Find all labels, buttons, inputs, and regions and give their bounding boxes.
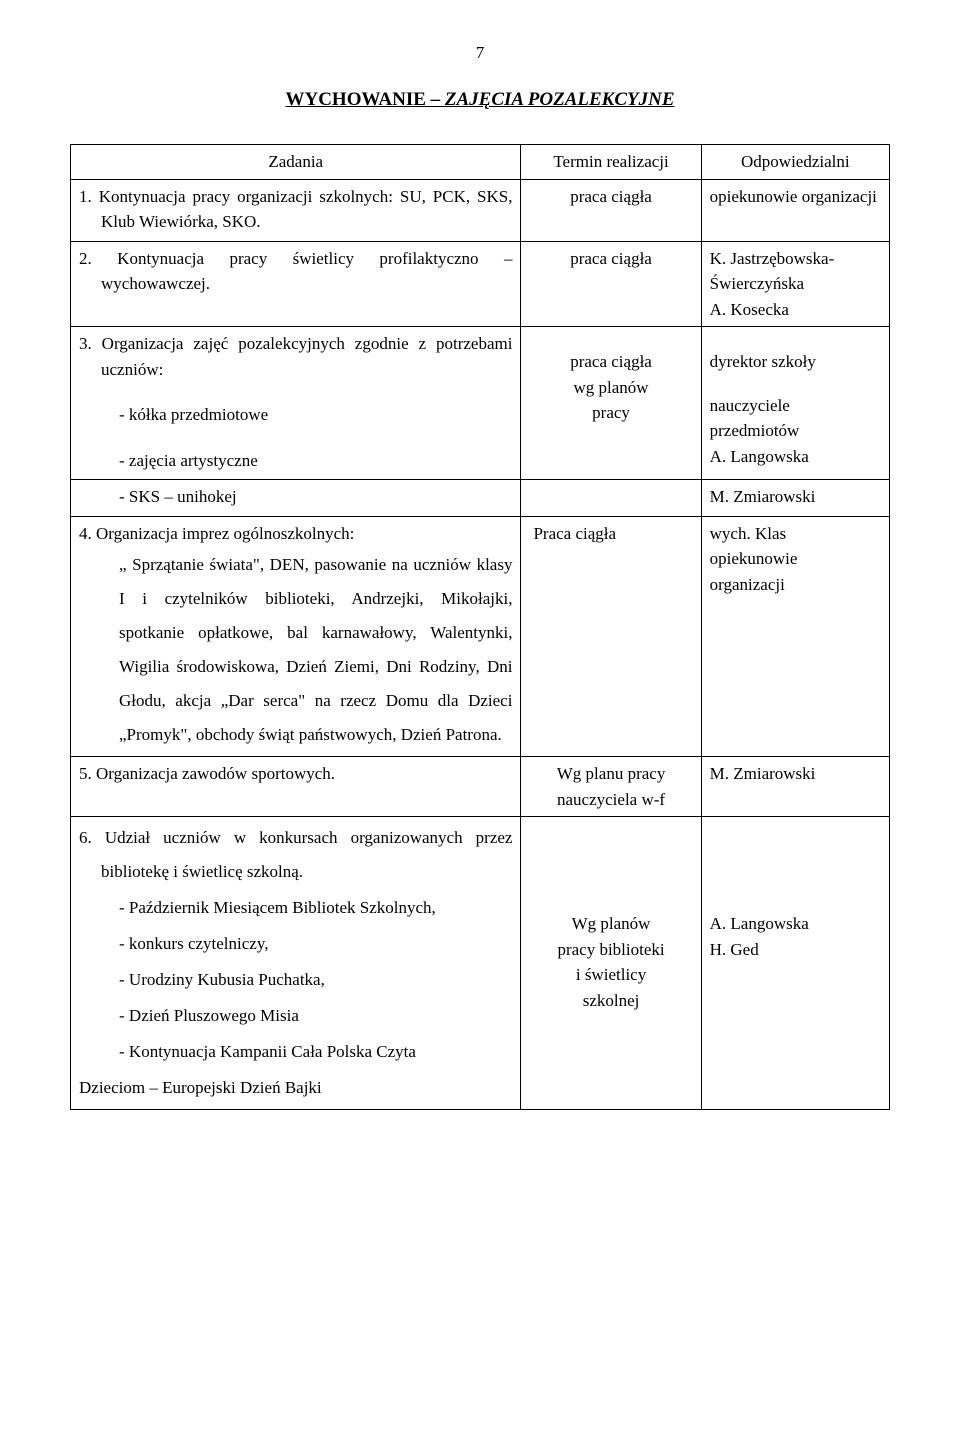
task-cell: - SKS – unihokej bbox=[71, 480, 521, 517]
header-odpowiedzialni: Odpowiedzialni bbox=[701, 145, 889, 180]
term-cell: Praca ciągła bbox=[521, 516, 701, 757]
term-line: pracy bbox=[529, 400, 692, 426]
term-cell: praca ciągła bbox=[521, 179, 701, 241]
page-title: WYCHOWANIE – ZAJĘCIA POZALEKCYJNE bbox=[70, 86, 890, 115]
item-number: 1. bbox=[79, 187, 92, 206]
task-text: Kontynuacja pracy świetlicy profilaktycz… bbox=[101, 249, 512, 294]
resp-cell: opiekunowie organizacji bbox=[701, 179, 889, 241]
resp-line: organizacji bbox=[710, 572, 881, 598]
sub-item: - kółka przedmiotowe bbox=[79, 402, 512, 428]
term-line: praca ciągła bbox=[529, 349, 692, 375]
term-line: szkolnej bbox=[529, 988, 692, 1014]
resp-line: nauczyciele przedmiotów bbox=[710, 393, 881, 444]
task-cell: 5. Organizacja zawodów sportowych. bbox=[71, 757, 521, 817]
term-cell: Wg planu pracy nauczyciela w-f bbox=[521, 757, 701, 817]
resp-line: A. Langowska bbox=[710, 444, 881, 470]
sub-item: - Październik Miesiącem Bibliotek Szkoln… bbox=[79, 891, 512, 925]
term-cell: Wg planów pracy biblioteki i świetlicy s… bbox=[521, 817, 701, 1110]
sub-item: - SKS – unihokej bbox=[79, 484, 512, 510]
term-cell bbox=[521, 480, 701, 517]
resp-line: wych. Klas bbox=[710, 521, 881, 547]
resp-cell: dyrektor szkoły nauczyciele przedmiotów … bbox=[701, 327, 889, 480]
table-row: - SKS – unihokej M. Zmiarowski bbox=[71, 480, 890, 517]
title-prefix: WYCHOWANIE – bbox=[285, 89, 444, 110]
task-cell: 6. Udział uczniów w konkursach organizow… bbox=[71, 817, 521, 1110]
term-cell: praca ciągła wg planów pracy bbox=[521, 327, 701, 480]
item-number: 2. bbox=[79, 249, 92, 268]
table-row: 5. Organizacja zawodów sportowych. Wg pl… bbox=[71, 757, 890, 817]
table-row: 6. Udział uczniów w konkursach organizow… bbox=[71, 817, 890, 1110]
resp-cell: K. Jastrzębowska-Świerczyńska A. Kosecka bbox=[701, 241, 889, 327]
resp-cell: wych. Klas opiekunowie organizacji bbox=[701, 516, 889, 757]
last-line: Dzieciom – Europejski Dzień Bajki bbox=[79, 1071, 512, 1105]
task-text: Organizacja zawodów sportowych. bbox=[96, 764, 335, 783]
resp-cell: M. Zmiarowski bbox=[701, 480, 889, 517]
task-cell: 1. Kontynuacja pracy organizacji szkolny… bbox=[71, 179, 521, 241]
term-line: Wg planów bbox=[529, 911, 692, 937]
table-row: 1. Kontynuacja pracy organizacji szkolny… bbox=[71, 179, 890, 241]
term-cell: praca ciągła bbox=[521, 241, 701, 327]
sub-item: - Urodziny Kubusia Puchatka, bbox=[79, 963, 512, 997]
main-table: Zadania Termin realizacji Odpowiedzialni… bbox=[70, 144, 890, 1110]
task-cell: 4. Organizacja imprez ogólnoszkolnych: „… bbox=[71, 516, 521, 757]
task-text: Organizacja zajęć pozalekcyjnych zgodnie… bbox=[101, 334, 512, 379]
resp-line: H. Ged bbox=[710, 937, 881, 963]
sub-item: - Kontynuacja Kampanii Cała Polska Czyta bbox=[79, 1035, 512, 1069]
sub-item: - konkurs czytelniczy, bbox=[79, 927, 512, 961]
resp-line: opiekunowie bbox=[710, 546, 881, 572]
item-number: 5. bbox=[79, 764, 92, 783]
table-header-row: Zadania Termin realizacji Odpowiedzialni bbox=[71, 145, 890, 180]
table-row: 3. Organizacja zajęć pozalekcyjnych zgod… bbox=[71, 327, 890, 480]
task-cell: 2. Kontynuacja pracy świetlicy profilakt… bbox=[71, 241, 521, 327]
resp-cell: A. Langowska H. Ged bbox=[701, 817, 889, 1110]
table-row: 4. Organizacja imprez ogólnoszkolnych: „… bbox=[71, 516, 890, 757]
title-italic: ZAJĘCIA POZALEKCYJNE bbox=[445, 89, 675, 110]
term-line: wg planów bbox=[529, 375, 692, 401]
item-number: 4. bbox=[79, 524, 92, 543]
page-number: 7 bbox=[70, 40, 890, 66]
task-body: „ Sprzątanie świata", DEN, pasowanie na … bbox=[79, 548, 512, 752]
task-cell: 3. Organizacja zajęć pozalekcyjnych zgod… bbox=[71, 327, 521, 480]
table-row: 2. Kontynuacja pracy świetlicy profilakt… bbox=[71, 241, 890, 327]
header-zadania: Zadania bbox=[71, 145, 521, 180]
header-termin: Termin realizacji bbox=[521, 145, 701, 180]
resp-line: A. Langowska bbox=[710, 911, 881, 937]
item-number: 6. bbox=[79, 828, 92, 847]
task-text: Kontynuacja pracy organizacji szkolnych:… bbox=[99, 187, 513, 232]
term-line: i świetlicy bbox=[529, 962, 692, 988]
resp-cell: M. Zmiarowski bbox=[701, 757, 889, 817]
resp-line: dyrektor szkoły bbox=[710, 349, 881, 375]
sub-item: - zajęcia artystyczne bbox=[79, 448, 512, 474]
item-number: 3. bbox=[79, 334, 92, 353]
task-text: Organizacja imprez ogólnoszkolnych: bbox=[96, 524, 354, 543]
task-text: Udział uczniów w konkursach organizowany… bbox=[101, 828, 512, 881]
term-line: pracy biblioteki bbox=[529, 937, 692, 963]
sub-item: - Dzień Pluszowego Misia bbox=[79, 999, 512, 1033]
